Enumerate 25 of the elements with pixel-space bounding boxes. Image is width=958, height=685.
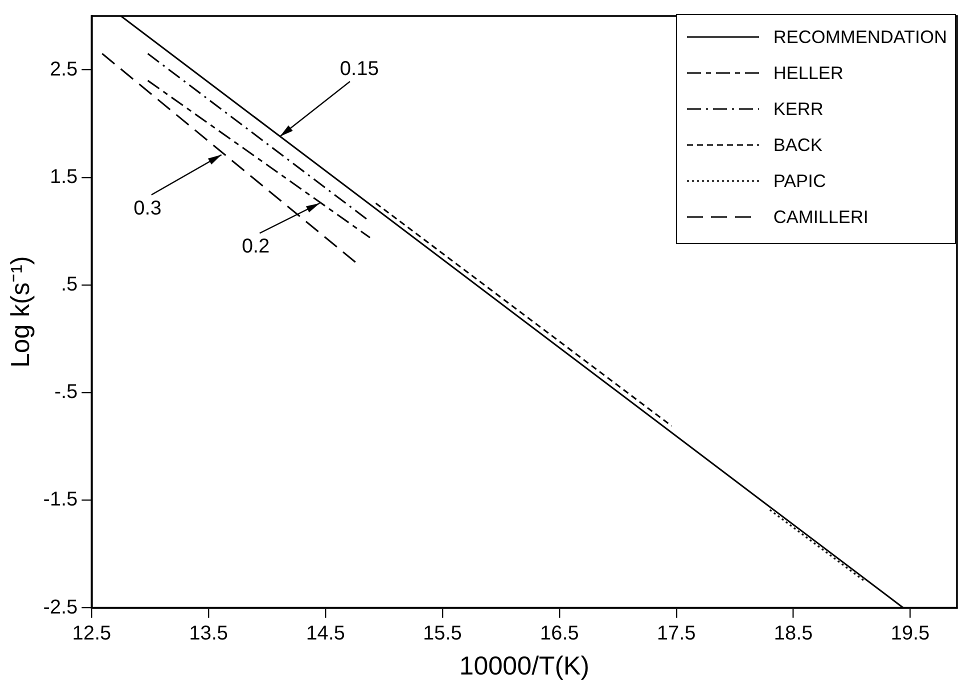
legend-label: KERR xyxy=(773,98,824,120)
x-tick-label: 17.5 xyxy=(656,622,696,644)
x-tick-label: 19.5 xyxy=(890,622,930,644)
annotation: 0.3 xyxy=(134,197,162,220)
x-tick-label: 14.5 xyxy=(306,622,346,644)
x-axis-title: 10000/T(K) xyxy=(459,650,590,681)
x-tick-label: 18.5 xyxy=(774,622,813,644)
legend-label: CAMILLERI xyxy=(773,206,868,228)
legend-label: HELLER xyxy=(773,62,844,84)
annotation: 0.2 xyxy=(242,236,270,258)
annotation: 0.15 xyxy=(340,58,379,80)
y-tick-label: -2.5 xyxy=(43,596,78,618)
y-tick-label: .5 xyxy=(60,274,78,296)
y-axis-title: Log k(s⁻¹) xyxy=(4,256,35,368)
x-tick-label: 12.5 xyxy=(72,622,112,644)
x-tick-label: 15.5 xyxy=(423,622,462,644)
legend-label: RECOMMENDATION xyxy=(773,26,947,48)
y-tick-label: -1.5 xyxy=(43,488,78,511)
legend-label: PAPIC xyxy=(773,170,826,192)
x-tick-label: 16.5 xyxy=(540,622,579,644)
legend-label: BACK xyxy=(773,134,822,156)
y-tick-label: 2.5 xyxy=(50,58,78,80)
x-tick-label: 13.5 xyxy=(189,622,228,644)
y-tick-label: -.5 xyxy=(54,381,78,404)
y-tick-label: 1.5 xyxy=(50,166,78,188)
